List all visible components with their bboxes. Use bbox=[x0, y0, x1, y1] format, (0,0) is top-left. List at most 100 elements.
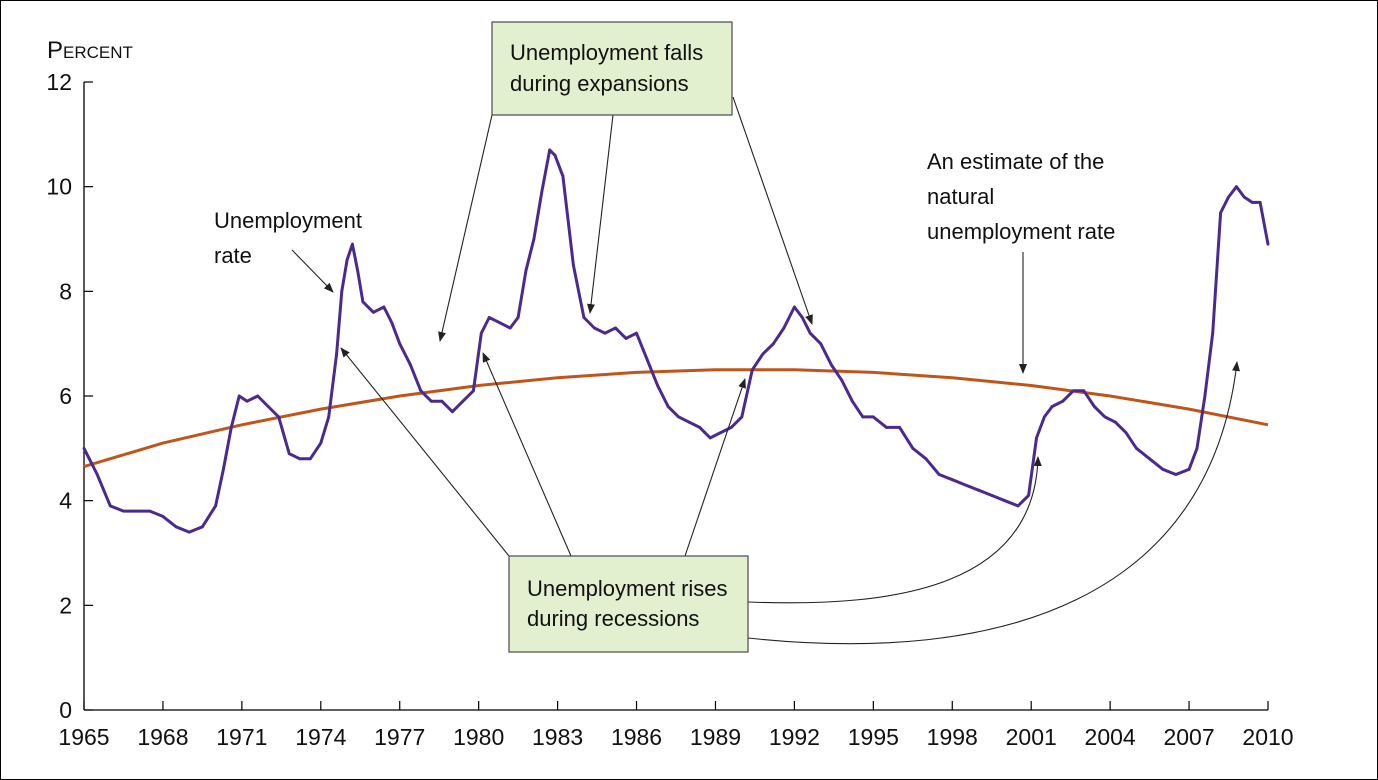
unemployment-rate-point bbox=[148, 509, 152, 513]
x-tick-label: 1989 bbox=[690, 724, 741, 750]
unemployment-rate-point bbox=[174, 525, 178, 529]
unemployment-rate-point bbox=[1082, 389, 1086, 393]
unemployment-rate-point bbox=[340, 289, 344, 293]
unemployment-rate-point bbox=[1219, 211, 1222, 215]
unemployment-rate-point bbox=[308, 457, 312, 461]
unemployment-rate-point bbox=[750, 368, 754, 372]
natural-rate-label-line1: An estimate of the bbox=[927, 149, 1104, 174]
unemployment-rate-point bbox=[1043, 415, 1046, 419]
x-tick-label: 1968 bbox=[137, 724, 188, 750]
unemployment-rate-point bbox=[1124, 431, 1128, 434]
recessions-arrow-1 bbox=[340, 347, 510, 557]
y-tick-label: 10 bbox=[46, 174, 72, 200]
expansions-callout-line2: during expansions bbox=[510, 71, 689, 96]
unemployment-rate-point bbox=[708, 436, 712, 440]
unemployment-rate-point bbox=[277, 415, 281, 419]
unemployment-rate-point bbox=[222, 467, 225, 471]
unemployment-rate-point bbox=[479, 331, 483, 335]
recessions-arrow-2 bbox=[482, 352, 572, 557]
x-tick-label: 1986 bbox=[611, 724, 662, 750]
unemployment-rate-point bbox=[614, 326, 617, 330]
unemployment-rate-point bbox=[256, 394, 260, 398]
unemployment-rate-point bbox=[87, 457, 91, 461]
unemployment-rate-point bbox=[761, 352, 765, 356]
unemployment-rate-point bbox=[719, 431, 723, 434]
unemployment-rate-point bbox=[356, 269, 359, 272]
unemployment-rate-point bbox=[582, 316, 586, 319]
unemployment-rate-point bbox=[451, 410, 454, 414]
unemployment-rate-point bbox=[964, 483, 967, 487]
unemployment-rate-point bbox=[351, 242, 354, 246]
unemployment-rate-point bbox=[677, 415, 680, 419]
unemployment-rate-point bbox=[885, 426, 888, 429]
x-tick-label: 1995 bbox=[848, 724, 899, 750]
unemployment-rate-point bbox=[201, 525, 204, 529]
unemployment-rate-point bbox=[572, 263, 575, 267]
unemployment-rate-point bbox=[950, 478, 954, 482]
unemployment-rate-point bbox=[1250, 201, 1254, 204]
y-tick-label: 12 bbox=[46, 69, 72, 95]
unemployment-rate-point bbox=[861, 415, 865, 419]
x-tick-label: 1971 bbox=[216, 724, 267, 750]
unemployment-rate-point bbox=[187, 530, 191, 534]
unemployment-rate-label-line1: Unemployment bbox=[214, 208, 362, 233]
unemployment-rate-point bbox=[82, 446, 86, 450]
unemployment-rate-point bbox=[624, 337, 628, 340]
unemployment-rate-point bbox=[819, 342, 823, 346]
unemployment-rate-point bbox=[698, 426, 702, 429]
unemployment-rate-annotation: Unemployment rate bbox=[214, 208, 362, 293]
unemployment-rate-point bbox=[1258, 201, 1262, 204]
x-tick-label: 1998 bbox=[927, 724, 978, 750]
unemployment-rate-point bbox=[1148, 457, 1151, 461]
unemployment-rate-point bbox=[498, 321, 502, 325]
natural-rate-line bbox=[83, 368, 1269, 469]
unemployment-rate-point bbox=[829, 363, 833, 366]
unemployment-rate-label-line2: rate bbox=[214, 243, 252, 268]
unemployment-rate-point bbox=[508, 326, 512, 330]
unemployment-rate-point bbox=[237, 394, 241, 398]
unemployment-rate-point bbox=[687, 420, 691, 424]
unemployment-rate-point bbox=[440, 399, 444, 403]
recessions-callout-box bbox=[508, 555, 749, 653]
unemployment-rate-point bbox=[553, 153, 557, 157]
unemployment-rate-point bbox=[1027, 494, 1030, 497]
unemployment-rate-point bbox=[214, 504, 218, 508]
axes: 0 2 4 6 8 10 12 1965 1968 1971 1974 1977 1980 1983 198… bbox=[46, 69, 1293, 750]
unemployment-rate-point bbox=[245, 399, 249, 403]
unemployment-rate-point bbox=[135, 509, 139, 513]
unemployment-rate-point bbox=[1050, 405, 1054, 408]
x-tick-label: 1977 bbox=[374, 724, 425, 750]
natural-rate-annotation: An estimate of the natural unemployment … bbox=[927, 149, 1115, 374]
unemployment-rate-point bbox=[1266, 242, 1270, 246]
unemployment-rate-point bbox=[1135, 446, 1138, 450]
unemployment-rate-point bbox=[229, 426, 233, 429]
unemployment-rate-point bbox=[472, 389, 475, 393]
unemployment-rate-point bbox=[524, 269, 528, 272]
recessions-arrow-3 bbox=[684, 378, 746, 557]
recessions-callout: Unemployment rises during recessions bbox=[340, 347, 1240, 653]
unemployment-rate-point bbox=[95, 473, 99, 476]
unemployment-rate-point bbox=[990, 494, 994, 497]
unemployment-rate-point bbox=[635, 331, 638, 335]
x-tick-label: 2007 bbox=[1163, 724, 1214, 750]
unemployment-rate-point bbox=[782, 326, 786, 330]
unemployment-rate-point bbox=[656, 384, 659, 387]
expansions-callout-box bbox=[491, 21, 733, 116]
unemployment-rate-point bbox=[1061, 399, 1065, 403]
unemployment-rate-point bbox=[287, 452, 291, 455]
unemployment-rate-point bbox=[161, 515, 165, 518]
unemployment-rate-point bbox=[382, 305, 386, 309]
unemployment-rate-point bbox=[1203, 394, 1207, 398]
expansions-arrow-3 bbox=[732, 96, 813, 325]
unemployment-rate-point bbox=[532, 237, 536, 241]
recessions-callout-line1: Unemployment rises bbox=[527, 576, 728, 601]
x-tick-label: 1965 bbox=[58, 724, 109, 750]
unemployment-rate-point bbox=[487, 316, 491, 319]
unemployment-rate-point bbox=[593, 326, 596, 330]
unemployment-rate-arrow bbox=[291, 249, 334, 293]
unemployment-rate-point bbox=[977, 488, 980, 492]
unemployment-rate-point bbox=[1003, 499, 1007, 503]
y-axis-title: Percent bbox=[47, 37, 133, 64]
unemployment-rate-point bbox=[840, 378, 844, 382]
